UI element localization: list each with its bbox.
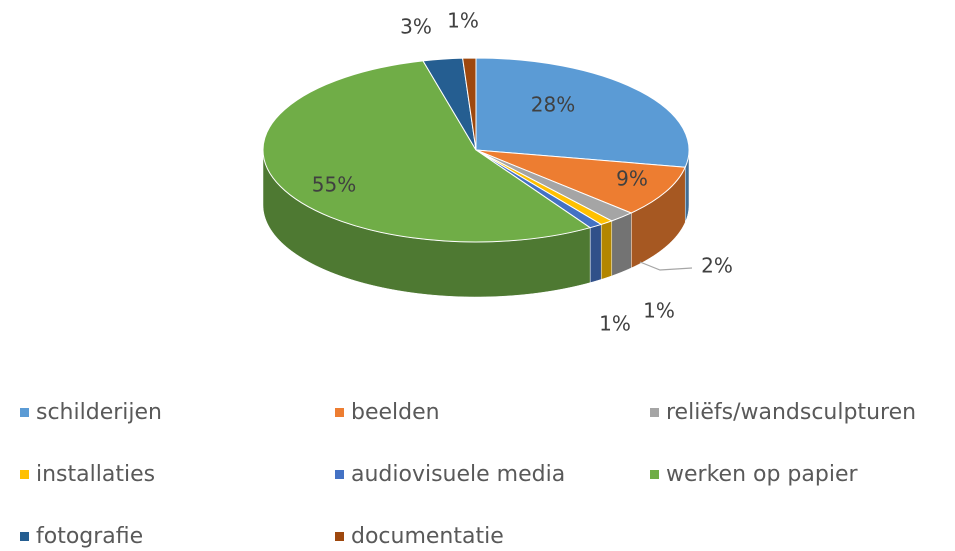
data-label: 1% xyxy=(599,312,631,336)
pie-slice xyxy=(262,60,592,243)
legend-swatch xyxy=(335,408,344,417)
data-label: 55% xyxy=(312,173,356,197)
legend-label: beelden xyxy=(351,400,440,425)
legend-label: werken op papier xyxy=(666,462,858,487)
legend-label: fotografie xyxy=(36,524,143,549)
data-label: 2% xyxy=(701,254,733,278)
legend-swatch xyxy=(20,408,29,417)
legend-swatch xyxy=(650,470,659,479)
legend-swatch xyxy=(20,470,29,479)
pie-slice xyxy=(462,57,477,151)
legend-label: installaties xyxy=(36,462,155,487)
pie-side xyxy=(611,212,632,277)
legend-label: reliëfs/wandsculpturen xyxy=(666,400,916,425)
data-label: 28% xyxy=(531,93,575,117)
data-label: 1% xyxy=(447,9,479,33)
data-label: 3% xyxy=(400,15,432,39)
legend-swatch xyxy=(650,408,659,417)
legend-swatch xyxy=(335,470,344,479)
legend-swatch xyxy=(335,532,344,541)
pie-slice xyxy=(475,149,686,214)
data-label: 1% xyxy=(643,299,675,323)
legend-label: audiovisuele media xyxy=(351,462,565,487)
pie-slice xyxy=(475,57,690,168)
pie-side xyxy=(600,220,613,280)
pie-side xyxy=(589,224,602,284)
legend-label: schilderijen xyxy=(36,400,162,425)
legend-swatch xyxy=(20,532,29,541)
leader-line xyxy=(639,261,693,271)
data-label: 9% xyxy=(616,167,648,191)
legend-label: documentatie xyxy=(351,524,504,549)
